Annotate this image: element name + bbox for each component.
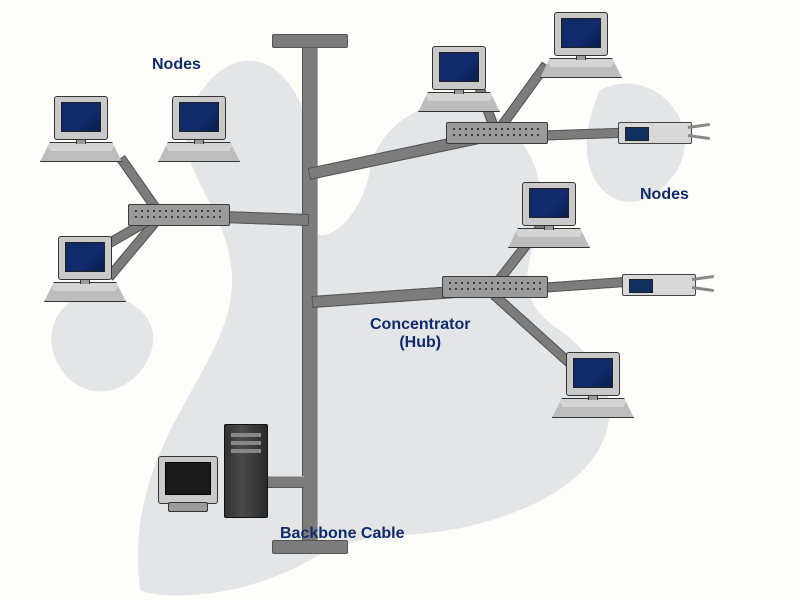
node-computer-6 — [552, 352, 632, 432]
node-computer-0 — [40, 96, 120, 176]
label-concentrator: Concentrator (Hub) — [370, 316, 470, 352]
server-tower — [158, 424, 278, 524]
node-computer-1 — [158, 96, 238, 176]
node-device-0 — [618, 116, 704, 148]
label-nodes_left: Nodes — [152, 56, 201, 74]
backbone-top-cap — [272, 34, 348, 48]
node-computer-5 — [508, 182, 588, 262]
node-computer-3 — [418, 46, 498, 126]
backbone-cable — [302, 40, 318, 544]
hub-2 — [442, 276, 548, 298]
network-diagram: Nodes Nodes Concentrator (Hub) Backbone Cab… — [0, 0, 800, 600]
label-backbone: Backbone Cable — [280, 525, 404, 543]
label-nodes_right: Nodes — [640, 186, 689, 204]
hub-0 — [128, 204, 230, 226]
node-computer-2 — [44, 236, 124, 316]
node-device-1 — [622, 268, 708, 300]
node-computer-4 — [540, 12, 620, 92]
